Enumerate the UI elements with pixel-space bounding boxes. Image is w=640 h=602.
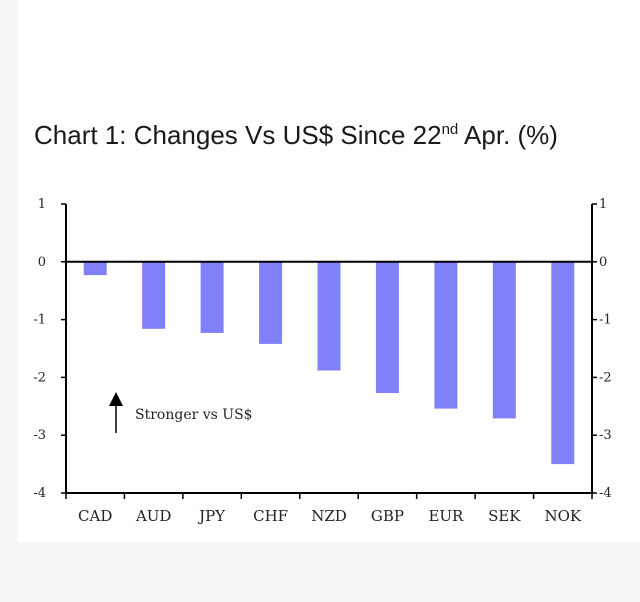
chart-title-superscript: nd	[441, 121, 459, 138]
axes-group: 1 1 0 0 -1 -1 -2 -2 -3 -3 -4 -4 CAD AUD JPY CHF NZD GBP EU…	[33, 197, 611, 525]
x-tick-label-sek: SEK	[488, 507, 521, 525]
bar-chf	[259, 261, 283, 344]
bar-nok	[551, 261, 575, 465]
x-tick-label-cad: CAD	[78, 507, 112, 525]
arrow-up-icon	[109, 392, 123, 406]
x-tick-label-eur: EUR	[428, 507, 464, 525]
bar-nzd	[317, 261, 341, 371]
y-tick-label-right: 1	[599, 197, 607, 212]
y-tick-label-right: -2	[599, 370, 612, 385]
y-tick-label-left: 0	[38, 255, 46, 270]
x-tick-label-gbp: GBP	[371, 507, 404, 525]
bar-sek	[492, 261, 516, 419]
y-tick-label-right: 0	[599, 255, 607, 270]
x-tick-label-jpy: JPY	[197, 507, 226, 525]
y-tick-label-left: -3	[33, 428, 46, 443]
bar-eur	[434, 261, 458, 409]
y-tick-label-right: -1	[599, 313, 612, 328]
y-tick-label-left: 1	[38, 197, 46, 212]
annotation-group: Stronger vs US$	[109, 392, 253, 433]
x-tick-label-nok: NOK	[544, 507, 581, 525]
x-tick-label-chf: CHF	[253, 507, 288, 525]
x-tick-label-aud: AUD	[135, 507, 172, 525]
y-tick-label-left: -1	[33, 313, 46, 328]
bar-gbp	[375, 261, 399, 393]
annotation-label: Stronger vs US$	[135, 407, 253, 423]
bar-cad	[83, 261, 107, 276]
left-margin-strip	[0, 0, 18, 602]
y-tick-label-right: -4	[599, 486, 612, 501]
y-tick-label-right: -3	[599, 428, 612, 443]
chart-title-main: Chart 1: Changes Vs US$ Since 22	[34, 120, 442, 150]
footer-band	[0, 542, 640, 602]
bar-aud	[142, 261, 166, 329]
bars-group	[83, 261, 575, 465]
x-tick-label-nzd: NZD	[311, 507, 347, 525]
bar-jpy	[200, 261, 224, 333]
chart-title: Chart 1: Changes Vs US$ Since 22nd Apr. …	[34, 120, 558, 151]
y-tick-label-left: -2	[33, 370, 46, 385]
chart-title-rest: Apr. (%)	[458, 120, 558, 150]
y-tick-label-left: -4	[33, 486, 46, 501]
